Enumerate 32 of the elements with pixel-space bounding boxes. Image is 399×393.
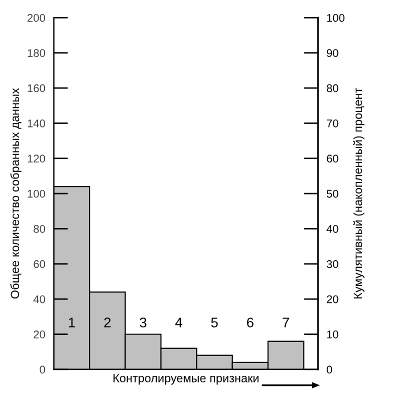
y2-axis-title: Кумулятивный (накопленный) процент [353,88,364,298]
y2-tick-label: 10 [327,330,338,338]
x-tick-label: 5 [211,318,218,328]
x-tick-label: 7 [282,318,290,328]
x-tick-label: 1 [68,318,75,328]
y2-tick-label: 70 [326,119,338,128]
y-tick-label: 160 [28,84,46,92]
y2-tick-label: 0 [326,366,332,374]
y2-tick-label: 40 [326,224,338,233]
y-tick-label: 100 [28,190,46,198]
y-axis-title: Общее количество собранных данных [10,88,22,299]
y-tick-label: 60 [34,260,46,268]
x-tick-label: 6 [247,318,254,328]
y2-tick-label: 30 [326,260,338,268]
y-tick-label: 0 [40,366,46,374]
y-tick-label: 20 [34,330,46,338]
y2-tick-label: 60 [326,154,338,163]
x-tick-label: 3 [140,318,146,328]
y-tick-label: 80 [34,224,46,233]
y2-tick-label: 100 [327,14,344,22]
y-tick-label: 200 [28,14,46,22]
x-tick-label: 2 [104,318,111,328]
y-tick-label: 40 [33,295,46,304]
x-axis-title: Контролируемые признаки [114,374,258,385]
y2-tick-label: 80 [326,84,338,92]
y2-tick-label: 50 [326,190,338,198]
y-tick-label: 140 [28,119,46,128]
y-tick-label: 180 [28,49,46,57]
y2-tick-label: 90 [326,49,338,57]
x-tick-label: 4 [175,318,182,328]
y-tick-label: 120 [28,154,46,163]
y2-tick-label: 20 [326,295,338,304]
